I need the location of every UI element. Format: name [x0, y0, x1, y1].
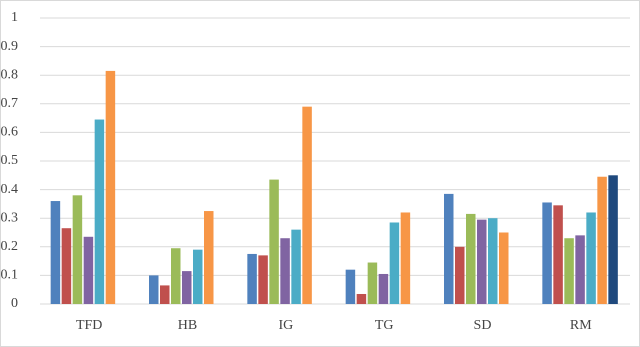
x-tick-label: TFD — [76, 318, 102, 333]
bar — [72, 195, 83, 304]
bar — [258, 255, 268, 304]
x-tick-label: RM — [570, 318, 592, 333]
bar — [400, 212, 411, 304]
bar — [378, 273, 389, 304]
bar — [302, 106, 312, 304]
y-tick-label: 0 — [11, 296, 18, 311]
bar — [455, 246, 465, 304]
bar — [105, 70, 116, 304]
bar — [542, 202, 552, 304]
bar — [499, 232, 509, 304]
y-tick-label: 0.1 — [1, 268, 19, 283]
y-tick-label: 0.3 — [1, 210, 19, 225]
bar — [247, 253, 257, 304]
bar — [61, 228, 72, 304]
bar — [575, 235, 585, 304]
x-tick-label: TG — [375, 318, 394, 333]
x-tick-label: IG — [278, 318, 293, 333]
y-tick-label: 0.4 — [1, 182, 19, 197]
bar — [477, 219, 487, 304]
bar — [50, 201, 61, 304]
bar — [444, 193, 454, 304]
bar — [83, 236, 94, 304]
y-tick-label: 0.6 — [1, 125, 19, 140]
bar — [171, 248, 181, 304]
bar — [269, 179, 279, 304]
bar — [149, 275, 159, 304]
bar — [488, 218, 498, 304]
bar — [182, 271, 192, 304]
bar — [564, 238, 574, 304]
y-tick-label: 0.8 — [1, 67, 19, 82]
bar — [204, 211, 214, 304]
y-tick-label: 1 — [11, 10, 18, 25]
bar — [291, 229, 301, 304]
x-tick-label: SD — [474, 318, 492, 333]
y-tick-label: 0.9 — [1, 39, 19, 54]
bar — [280, 238, 290, 304]
bar — [345, 269, 356, 304]
bar — [367, 262, 378, 304]
bar — [466, 213, 476, 304]
x-tick-label: HB — [178, 318, 197, 333]
bar — [193, 249, 203, 304]
bar — [597, 176, 607, 304]
bar — [389, 222, 400, 304]
bar — [608, 175, 618, 304]
bar — [356, 293, 367, 304]
y-tick-label: 0.2 — [1, 239, 19, 254]
bar — [553, 205, 563, 304]
y-tick-label: 0.7 — [1, 96, 19, 111]
bar — [94, 119, 105, 304]
bar — [160, 285, 170, 304]
bar — [586, 212, 596, 304]
y-tick-label: 0.5 — [1, 153, 19, 168]
